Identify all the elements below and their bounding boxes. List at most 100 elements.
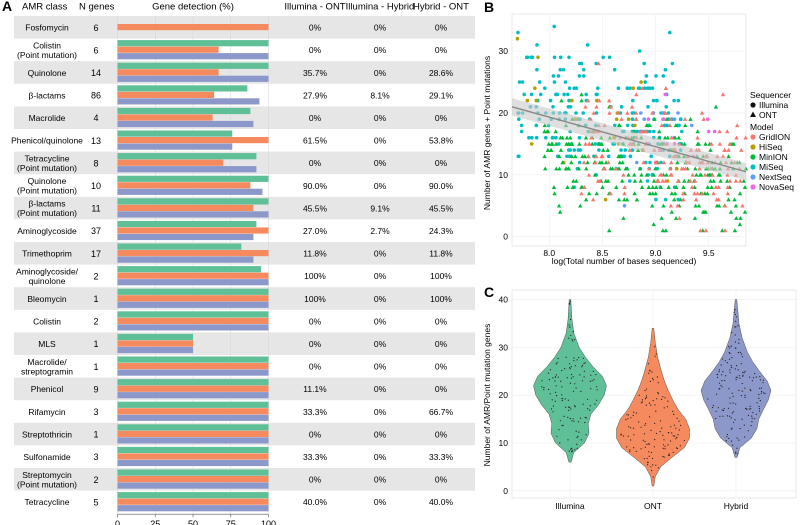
violin-point [641, 401, 643, 403]
legend-circle-icon [750, 102, 756, 108]
scatter-y-tick-label: 20 [499, 108, 509, 118]
scatter-point-minion [708, 178, 713, 183]
scatter-point-miseq [551, 135, 555, 140]
violin-point [655, 432, 658, 435]
scatter-point-hiseq [633, 123, 637, 128]
violin-point [744, 370, 746, 372]
scatter-point-gridion [700, 191, 705, 196]
illumina-ont-value: 100% [304, 271, 326, 281]
scatter-point-gridion [613, 166, 618, 171]
scatter-point-gridion [661, 160, 667, 165]
violin-point [759, 379, 762, 381]
violin-point [654, 422, 656, 424]
violin-point [737, 325, 739, 327]
scatter-point-gridion [663, 178, 668, 183]
scatter-point-miseq [663, 67, 668, 72]
n-genes-value: 5 [93, 497, 98, 507]
hybrid-bar [117, 392, 269, 399]
scatter-point-miseq [594, 111, 599, 115]
violin-point [568, 409, 570, 411]
scatter-point-hiseq [536, 55, 540, 60]
scatter-point-miseq [601, 55, 605, 60]
scatter-point-miseq [664, 105, 668, 109]
scatter-point-minion [662, 135, 668, 140]
scatter-point-minion [594, 191, 599, 196]
scatter-point-gridion [633, 110, 639, 115]
amr-class-row: Tetracycline(Point mutation) 8 0% 0% 0% [17, 153, 448, 173]
scatter-point-miseq [654, 197, 658, 202]
violin-point [738, 375, 740, 377]
amr-class-label: Quinolone [28, 68, 67, 78]
illumina-hybrid-value: 0% [374, 497, 387, 507]
scatter-point-miseq [566, 92, 570, 97]
scatter-point-minion [693, 166, 698, 171]
violin-point [569, 382, 572, 384]
violin-point [744, 394, 746, 396]
violin-point [569, 418, 571, 420]
scatter-point-gridion [709, 141, 714, 146]
hybrid-ont-value: 53.8% [429, 136, 454, 146]
scatter-point-miseq [565, 154, 569, 159]
violin-point [742, 375, 744, 377]
scatter-point-gridion [581, 160, 587, 165]
header-n-genes: N genes [79, 2, 115, 13]
violin-point [581, 380, 584, 382]
ont-bar [117, 272, 269, 279]
legend-sequencer-item: ONT [759, 110, 777, 120]
scatter-point-gridion [667, 123, 673, 128]
scatter-point-miseq [637, 49, 642, 53]
violin-point [667, 444, 669, 446]
violin-point [629, 449, 631, 451]
scatter-point-minion [646, 185, 651, 189]
illumina-ont-value: 33.3% [303, 407, 328, 417]
violin-point [718, 382, 721, 384]
violin-point [568, 324, 570, 326]
scatter-point-gridion [675, 178, 681, 183]
violin-point [726, 433, 729, 435]
scatter-point-miseq [623, 148, 628, 152]
scatter-point-gridion [608, 191, 613, 196]
violin-point [721, 386, 723, 388]
header-gene-detection: Gene detection (%) [152, 2, 234, 13]
scatter-point-minion [669, 191, 674, 196]
scatter-point-miseq [519, 129, 524, 134]
violin-point [756, 402, 758, 404]
violin-point [722, 415, 724, 417]
violin-point [647, 464, 649, 466]
violin-point [661, 427, 663, 429]
violin-point [724, 379, 726, 382]
scatter-point-miseq [648, 160, 652, 165]
violin-point [666, 406, 669, 408]
scatter-point-minion [713, 104, 719, 109]
scatter-point-minion [632, 178, 638, 183]
hybrid-ont-value: 33.3% [429, 452, 454, 462]
scatter-x-tick-label: 9.0 [650, 248, 662, 258]
scatter-point-gridion [602, 166, 607, 171]
scatter-point-miseq [654, 74, 658, 78]
violin-point [561, 425, 563, 427]
violin-point [585, 434, 587, 436]
scatter-point-minion [614, 185, 619, 189]
header-amr-class: AMR class [22, 2, 68, 13]
illumina-hybrid-value: 0% [374, 136, 387, 146]
violin-point [754, 373, 756, 375]
scatter-point-miseq [577, 160, 582, 165]
scatter-point-minion [564, 135, 570, 140]
scatter-point-minion [566, 166, 571, 171]
scatter-point-gridion [692, 191, 697, 196]
scatter-point-miseq [552, 55, 557, 60]
violin-point [677, 434, 679, 436]
violin-point [731, 392, 733, 394]
scatter-point-gridion [650, 110, 655, 115]
scatter-point-minion [620, 160, 625, 165]
hybrid-ont-value: 0% [435, 316, 448, 326]
scatter-point-minion [694, 172, 699, 177]
illumina-bar [117, 130, 233, 137]
violin-y-tick-label: 20 [499, 390, 509, 400]
violin-point [590, 388, 592, 390]
violin-point [554, 400, 556, 402]
scatter-point-miseq [595, 92, 599, 97]
hybrid-bar [117, 233, 254, 241]
scatter-point-gridion [654, 160, 659, 165]
violin-point [731, 412, 733, 414]
